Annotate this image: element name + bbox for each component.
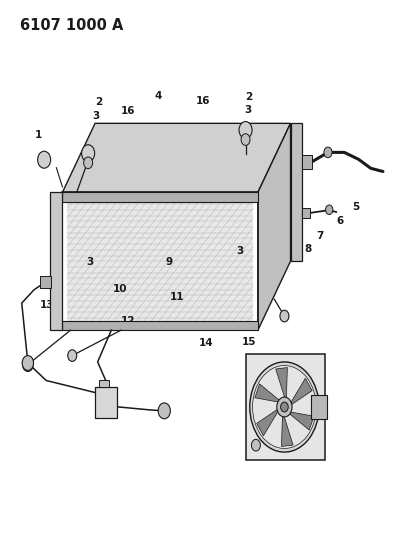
Bar: [62, 192, 257, 202]
Circle shape: [158, 403, 170, 419]
Text: 2: 2: [94, 97, 102, 107]
Text: 8: 8: [303, 244, 310, 254]
Text: 3: 3: [86, 257, 94, 267]
Circle shape: [81, 145, 94, 161]
Circle shape: [280, 402, 288, 412]
Polygon shape: [62, 123, 290, 192]
Text: 14: 14: [198, 338, 213, 349]
Bar: [301, 208, 309, 218]
Circle shape: [240, 134, 249, 146]
Text: 5: 5: [351, 202, 358, 212]
Text: 13: 13: [40, 300, 54, 310]
Bar: [245, 354, 324, 460]
Circle shape: [22, 356, 34, 370]
Bar: [62, 320, 257, 330]
Circle shape: [323, 147, 331, 158]
Text: 2: 2: [245, 92, 252, 102]
Polygon shape: [290, 378, 311, 405]
Circle shape: [83, 157, 92, 168]
Bar: [40, 276, 52, 288]
Text: 16: 16: [120, 106, 135, 116]
Circle shape: [249, 362, 318, 452]
Polygon shape: [275, 368, 287, 398]
Text: 15: 15: [241, 337, 256, 347]
Bar: [95, 387, 117, 418]
Circle shape: [251, 439, 260, 451]
Text: 11: 11: [170, 292, 184, 302]
Polygon shape: [256, 409, 277, 436]
Circle shape: [67, 350, 76, 361]
Circle shape: [279, 310, 288, 322]
Polygon shape: [281, 417, 292, 447]
Circle shape: [325, 205, 332, 215]
Circle shape: [252, 366, 315, 448]
Text: 6: 6: [336, 216, 343, 227]
Bar: [50, 192, 62, 330]
Bar: [99, 381, 109, 387]
Text: 7: 7: [315, 231, 323, 241]
Text: 4: 4: [154, 91, 162, 101]
Text: 3: 3: [92, 111, 100, 122]
Text: 3: 3: [236, 246, 243, 256]
Polygon shape: [254, 384, 279, 402]
Bar: [67, 199, 252, 324]
Text: 3: 3: [243, 105, 251, 115]
Bar: [62, 192, 257, 330]
Text: 16: 16: [195, 96, 210, 106]
Circle shape: [238, 122, 252, 139]
Text: 1: 1: [35, 130, 43, 140]
Circle shape: [276, 397, 291, 417]
Polygon shape: [257, 123, 290, 330]
Text: 9: 9: [165, 257, 172, 267]
Circle shape: [22, 358, 33, 372]
Polygon shape: [289, 412, 313, 430]
Text: 6107 1000 A: 6107 1000 A: [20, 18, 123, 34]
Bar: [311, 395, 326, 419]
Text: 12: 12: [120, 316, 135, 326]
Bar: [301, 155, 311, 169]
Bar: [290, 123, 301, 261]
Circle shape: [38, 151, 51, 168]
Text: 10: 10: [113, 284, 127, 294]
